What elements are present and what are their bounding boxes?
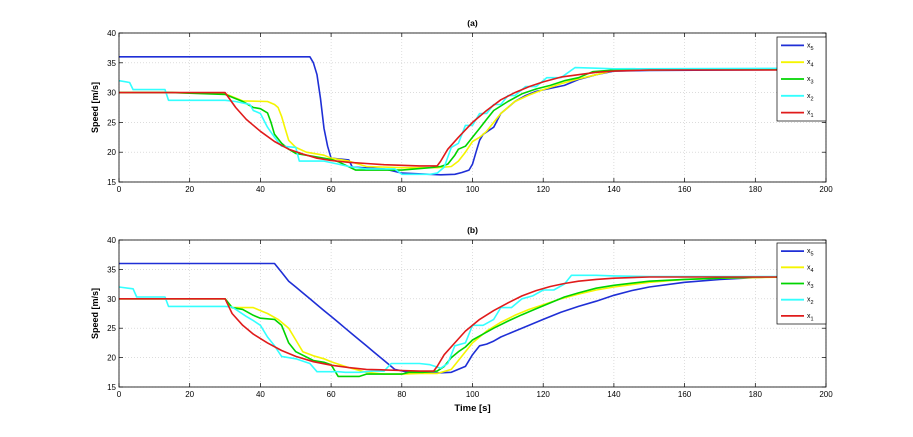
legend-label-x1: x1 (807, 110, 814, 120)
x-axis-label: Time [s] (454, 403, 490, 414)
series-line-x3 (119, 68, 826, 171)
x-tick-label: 60 (327, 390, 336, 399)
series-line-x4 (119, 275, 826, 375)
x-tick-label: 120 (537, 185, 551, 194)
legend: x5 x4 x3 x2 x1 (776, 242, 827, 325)
legend-label-x3: x3 (807, 281, 814, 291)
legend: x5 x4 x3 x2 x1 (776, 36, 827, 122)
panel-b: 0 20 40 60 80 100 120 140 160 180 200 15 20 25 30 35 40 (… (90, 225, 833, 414)
y-tick-label: 30 (107, 295, 116, 304)
x-tick-label: 140 (607, 390, 621, 399)
x-tick-label: 0 (117, 185, 122, 194)
legend-label-x1: x1 (807, 313, 814, 323)
x-tick-label: 60 (327, 185, 336, 194)
x-tick-label: 120 (537, 390, 551, 399)
y-tick-label: 40 (107, 29, 116, 38)
legend-label-x4: x4 (807, 59, 814, 69)
x-tick-label: 80 (397, 390, 406, 399)
y-tick-label: 25 (107, 324, 116, 333)
x-tick-label: 20 (185, 390, 194, 399)
plot-area (119, 240, 826, 387)
x-tick-label: 100 (466, 390, 480, 399)
legend-label-x4: x4 (807, 264, 814, 274)
y-tick-label: 20 (107, 148, 116, 157)
legend-label-x2: x2 (807, 93, 814, 103)
legend-label-x5: x5 (807, 42, 814, 52)
chart-title: (a) (467, 18, 478, 28)
y-tick-label: 15 (107, 383, 116, 392)
y-tick-label: 15 (107, 178, 116, 187)
x-tick-label: 0 (117, 390, 122, 399)
x-tick-label: 40 (256, 390, 265, 399)
legend-label-x3: x3 (807, 76, 814, 86)
y-axis-label: Speed [m/s] (90, 82, 100, 133)
legend-label-x5: x5 (807, 248, 814, 258)
x-tick-label: 180 (749, 390, 763, 399)
y-tick-label: 35 (107, 59, 116, 68)
x-tick-label: 160 (678, 185, 692, 194)
y-tick-label: 20 (107, 354, 116, 363)
series-group (119, 56, 826, 176)
x-tick-label: 200 (819, 185, 833, 194)
x-tick-label: 140 (607, 185, 621, 194)
x-tick-label: 200 (819, 390, 833, 399)
x-tick-label: 180 (749, 185, 763, 194)
x-tick-label: 100 (466, 185, 480, 194)
series-line-x1 (119, 276, 826, 372)
x-tick-label: 40 (256, 185, 265, 194)
series-line-x5 (119, 56, 826, 176)
series-group (119, 262, 826, 378)
series-line-x2 (119, 274, 826, 374)
panel-a: 0 20 40 60 80 100 120 140 160 180 200 15 20 25 30 35 40 (… (90, 18, 833, 194)
y-tick-label: 30 (107, 89, 116, 98)
y-tick-label: 25 (107, 118, 116, 127)
chart-title: (b) (467, 225, 478, 235)
legend-label-x2: x2 (807, 297, 814, 307)
y-axis-label: Speed [m/s] (90, 288, 100, 339)
x-tick-label: 20 (185, 185, 194, 194)
series-line-x1 (119, 69, 826, 167)
y-tick-label: 35 (107, 265, 116, 274)
y-tick-label: 40 (107, 236, 116, 245)
x-tick-label: 80 (397, 185, 406, 194)
x-tick-label: 160 (678, 390, 692, 399)
